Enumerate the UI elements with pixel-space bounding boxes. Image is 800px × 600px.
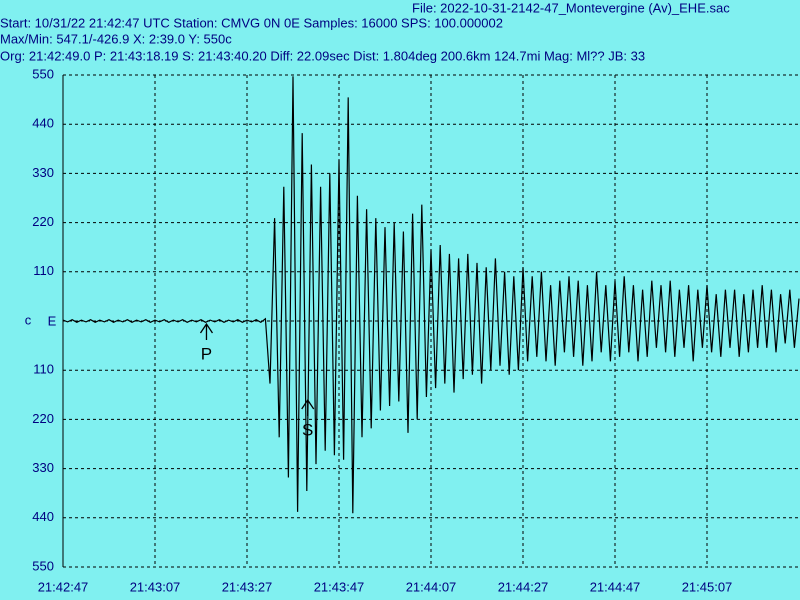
x-tick-label: 21:44:27 [498, 579, 549, 594]
y-tick-label: 220 [32, 214, 54, 229]
y-tick-label: 220 [32, 411, 54, 426]
waveform [62, 76, 800, 514]
y-tick-label: 440 [32, 509, 54, 524]
y-tick-label: 110 [33, 362, 54, 377]
y-tick-label: 330 [32, 165, 54, 180]
y-tick-label: 110 [33, 263, 54, 278]
y-tick-label: c [25, 312, 32, 327]
pick-arrow [301, 398, 315, 416]
x-tick-label: 21:43:27 [222, 579, 273, 594]
y-tick-label: 550 [32, 558, 54, 573]
x-tick-label: 21:43:47 [314, 579, 365, 594]
pick-arrow [199, 322, 214, 340]
x-tick-label: 21:44:47 [590, 579, 641, 594]
file-label: File: 2022-10-31-2142-47_Montevergine (A… [412, 0, 730, 15]
y-tick-label: 330 [32, 460, 54, 475]
org-info: Org: 21:42:49.0 P: 21:43:18.19 S: 21:43:… [0, 48, 645, 63]
x-tick-label: 21:44:07 [406, 579, 457, 594]
channel-label: E [48, 313, 57, 328]
y-tick-label: 440 [32, 116, 54, 131]
pick-label: P [201, 344, 212, 363]
x-tick-label: 21:43:07 [130, 579, 181, 594]
y-tick-label: 550 [32, 66, 54, 81]
x-tick-label: 21:45:07 [682, 579, 733, 594]
maxmin-info: Max/Min: 547.1/-426.9 X: 2:39.0 Y: 550c [0, 31, 232, 46]
pick-label: S [302, 420, 313, 439]
x-tick-label: 21:42:47 [38, 579, 89, 594]
start-info: Start: 10/31/22 21:42:47 UTC Station: CM… [0, 15, 503, 30]
